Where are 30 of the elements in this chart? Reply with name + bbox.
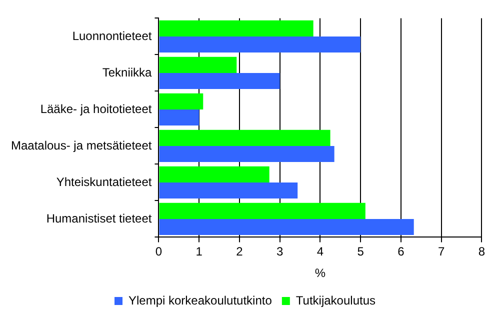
bar (159, 146, 334, 162)
x-tick-label: 5 (357, 244, 364, 259)
x-tick-label: 6 (398, 244, 405, 259)
y-tick-label: Humanistiset tieteet (46, 211, 152, 226)
bar (159, 130, 330, 146)
bar (159, 93, 204, 110)
x-tick-label: 4 (316, 244, 324, 259)
bar (159, 36, 361, 53)
bar (159, 202, 366, 219)
legend-label: Tutkijakoulutus (296, 293, 376, 308)
y-tick-label: Maatalous- ja metsätieteet (10, 138, 152, 152)
x-tick-label: 1 (196, 244, 203, 259)
bar (159, 56, 237, 73)
bar (159, 109, 200, 126)
y-tick-label: Tekniikka (102, 65, 152, 80)
legend-label: Ylempi korkeakoulututkinto (128, 293, 272, 308)
x-tick-label: 7 (438, 244, 445, 259)
y-tick-label: Lääke- ja hoitotieteet (40, 102, 152, 116)
x-tick-label: 3 (276, 244, 284, 259)
x-tick-label: 0 (155, 244, 162, 259)
x-tick-label: 2 (236, 244, 244, 259)
y-tick-label: Yhteiskuntatieteet (56, 174, 152, 189)
y-tick-label: Luonnontieteet (72, 28, 152, 43)
bar (159, 20, 314, 36)
bar (159, 182, 298, 199)
x-tick-label: 8 (478, 244, 486, 259)
bar (159, 166, 270, 182)
bar (159, 72, 280, 90)
x-axis-title: % (314, 266, 326, 280)
bar (159, 218, 414, 236)
